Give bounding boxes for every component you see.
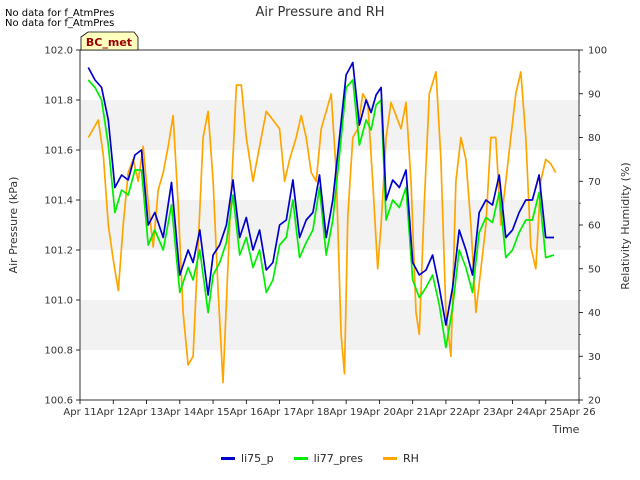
series-line-rh <box>87 71 557 384</box>
x-tick-label: Apr 21 <box>396 407 429 418</box>
no-data-note: No data for f_AtmPres <box>5 18 115 29</box>
legend-item: li77_pres <box>293 452 364 465</box>
legend-item: li75_p <box>221 452 274 465</box>
x-tick-label: Apr 17 <box>263 407 296 418</box>
y-left-tick-label: 101.2 <box>44 246 73 257</box>
legend-swatch-li75-p <box>221 457 236 460</box>
y-left-tick-label: 101.8 <box>44 96 73 107</box>
y-left-tick-label: 101.4 <box>44 196 73 207</box>
y-right-tick-label: 20 <box>588 396 601 407</box>
y-right-tick-label: 50 <box>588 264 601 275</box>
x-tick-label: Apr 25 <box>529 407 562 418</box>
grid-band <box>80 100 579 150</box>
chart-title: Air Pressure and RH <box>255 5 384 20</box>
x-tick-label: Apr 13 <box>130 407 163 418</box>
legend-swatch-li77-pres <box>293 457 308 460</box>
legend-label: li77_pres <box>313 452 364 465</box>
y-left-tick-label: 102.0 <box>44 46 73 57</box>
y-left-tick-label: 101.0 <box>44 296 73 307</box>
x-tick-label: Apr 12 <box>97 407 130 418</box>
x-tick-label: Apr 20 <box>363 407 396 418</box>
x-tick-label: Apr 22 <box>429 407 462 418</box>
site-badge: BC_met <box>80 31 139 51</box>
x-tick-label: Apr 11 <box>63 407 96 418</box>
y-right-tick-label: 40 <box>588 308 601 319</box>
x-axis-label: Time <box>552 423 580 436</box>
legend-label: RH <box>403 452 419 465</box>
x-tick-label: Apr 15 <box>196 407 229 418</box>
chart-legend: li75_p li77_pres RH <box>0 452 640 465</box>
x-tick-label: Apr 24 <box>496 407 529 418</box>
y-axis-left-label: Air Pressure (kPa) <box>7 177 20 274</box>
x-tick-label: Apr 18 <box>296 407 329 418</box>
y-right-tick-label: 70 <box>588 177 601 188</box>
x-tick-label: Apr 26 <box>562 407 595 418</box>
y-left-tick-label: 101.6 <box>44 146 73 157</box>
y-right-tick-label: 80 <box>588 133 601 144</box>
y-right-tick-label: 60 <box>588 221 601 232</box>
x-tick-label: Apr 23 <box>463 407 496 418</box>
x-tick-label: Apr 16 <box>230 407 263 418</box>
no-data-note: No data for f_AtmPres <box>5 8 115 19</box>
legend-label: li75_p <box>241 452 274 465</box>
legend-swatch-rh <box>383 457 398 460</box>
grid-band <box>80 300 579 350</box>
y-left-tick-label: 100.6 <box>44 396 73 407</box>
series-line-li75-p <box>87 61 554 326</box>
series-line-li77-pres <box>87 79 555 349</box>
site-label: BC_met <box>86 36 132 49</box>
y-left-tick-label: 100.8 <box>44 346 73 357</box>
y-axis-right-label: Relativity Humidity (%) <box>619 162 632 289</box>
y-right-tick-label: 90 <box>588 89 601 100</box>
y-right-tick-label: 30 <box>588 352 601 363</box>
y-right-tick-label: 100 <box>588 46 607 57</box>
legend-item: RH <box>383 452 419 465</box>
x-tick-label: Apr 19 <box>330 407 363 418</box>
x-tick-label: Apr 14 <box>163 407 196 418</box>
